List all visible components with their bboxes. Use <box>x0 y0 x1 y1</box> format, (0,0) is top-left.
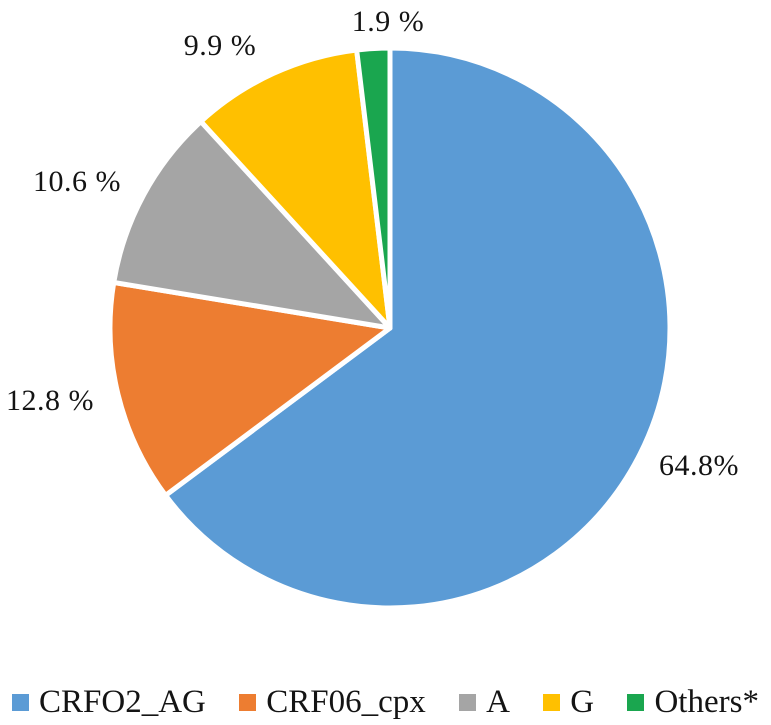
legend-swatch-icon <box>543 693 561 711</box>
data-label-g: 9.9 % <box>183 29 257 62</box>
legend-swatch-icon <box>12 693 29 711</box>
pie-plot-area: 64.8% 12.8 % 10.6 % 9.9 % 1.9 % <box>6 5 739 611</box>
pie-slice-crfo2-ag <box>163 45 673 611</box>
pie-slice-others <box>354 45 393 331</box>
legend-label: A <box>486 683 510 720</box>
pie-slice-g <box>198 47 393 331</box>
legend-item-crfo2-ag: CRFO2_AG <box>12 683 206 720</box>
chart-legend: CRFO2_AG CRF06_cpx A G Others* <box>0 680 771 724</box>
pie-chart <box>107 45 673 611</box>
pie-slice-crf06-cpx <box>107 279 393 498</box>
legend-item-crf06-cpx: CRF06_cpx <box>239 683 426 720</box>
data-label-crf06-cpx: 12.8 % <box>6 384 94 417</box>
data-label-crfo2-ag: 64.8% <box>659 449 739 482</box>
legend-label: G <box>570 683 595 720</box>
legend-label: CRF06_cpx <box>266 683 426 720</box>
legend-item-g: G <box>543 683 595 720</box>
legend-item-a: A <box>459 683 510 720</box>
legend-swatch-icon <box>459 693 477 711</box>
pie-slice-a <box>111 119 393 331</box>
data-label-others: 1.9 % <box>351 5 425 38</box>
legend-label: CRFO2_AG <box>39 683 206 720</box>
data-label-a: 10.6 % <box>33 165 121 198</box>
legend-swatch-icon <box>627 693 645 711</box>
legend-swatch-icon <box>239 693 257 711</box>
legend-label: Others* <box>654 683 759 720</box>
legend-item-others: Others* <box>627 683 759 720</box>
